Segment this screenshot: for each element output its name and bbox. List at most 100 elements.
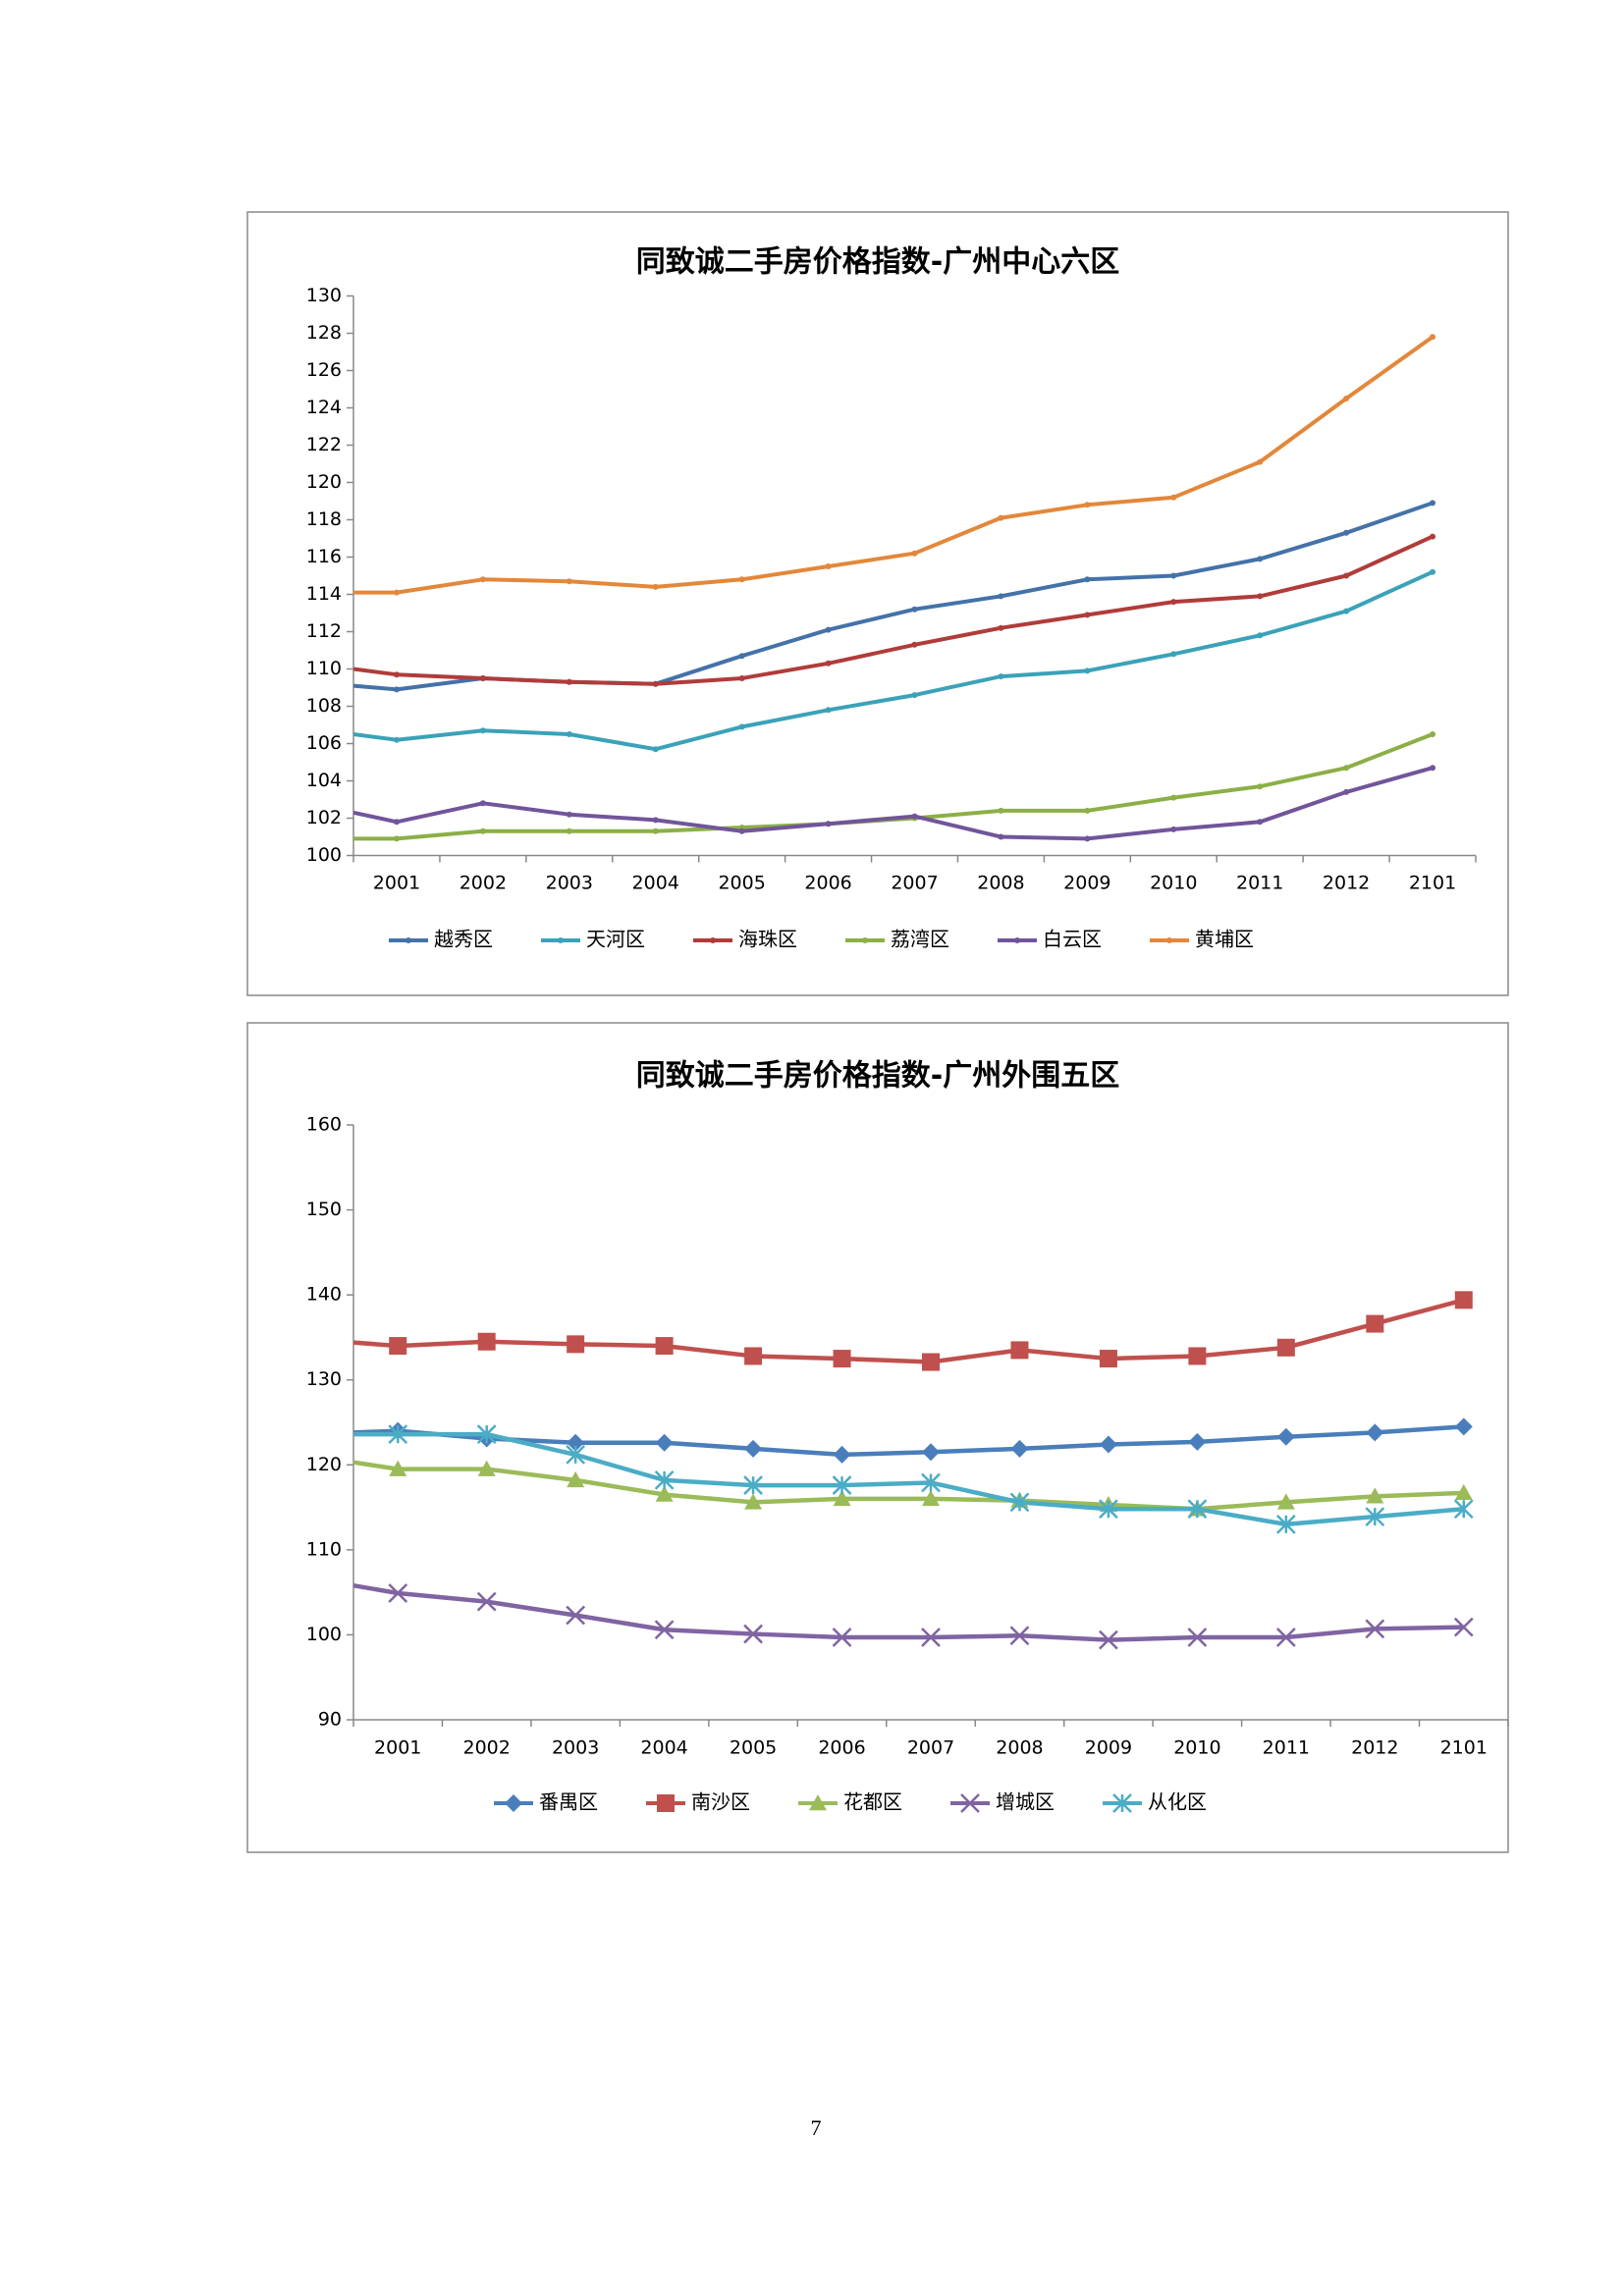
y-tick-label: 116 xyxy=(306,546,342,567)
y-tick-label: 90 xyxy=(318,1709,342,1731)
marker xyxy=(833,1350,851,1368)
marker xyxy=(1099,1629,1118,1650)
marker xyxy=(738,723,745,730)
marker xyxy=(1365,1507,1385,1526)
marker xyxy=(738,828,745,834)
marker xyxy=(1084,612,1091,618)
marker xyxy=(1343,529,1350,536)
legend-label: 花都区 xyxy=(843,1790,902,1814)
marker xyxy=(1009,1626,1030,1646)
x-tick-label: 2003 xyxy=(552,1737,599,1759)
marker xyxy=(744,1347,763,1365)
marker xyxy=(744,1493,763,1510)
y-tick-label: 114 xyxy=(306,583,342,605)
marker xyxy=(1166,937,1172,943)
marker xyxy=(393,589,400,596)
marker xyxy=(567,1335,585,1354)
marker xyxy=(479,675,486,681)
series-line xyxy=(352,1460,1464,1512)
marker xyxy=(479,828,486,834)
marker xyxy=(1343,608,1350,614)
marker xyxy=(655,1337,674,1356)
x-tick-label: 2101 xyxy=(1440,1737,1488,1759)
y-tick-label: 122 xyxy=(306,434,342,455)
legend-label: 从化区 xyxy=(1148,1790,1207,1814)
marker xyxy=(476,1591,497,1612)
marker xyxy=(1453,1617,1474,1637)
marker xyxy=(1084,667,1091,674)
marker xyxy=(652,680,659,687)
marker xyxy=(921,1472,941,1493)
marker xyxy=(476,1424,497,1445)
marker xyxy=(388,1583,408,1603)
chart-frame xyxy=(246,1022,1509,1853)
marker xyxy=(655,1485,674,1502)
legend-label: 黄埔区 xyxy=(1195,928,1254,951)
marker xyxy=(558,937,564,943)
marker xyxy=(1084,502,1091,508)
y-tick-label: 160 xyxy=(306,1114,342,1136)
x-tick-label: 2011 xyxy=(1236,873,1283,894)
x-tick-label: 2009 xyxy=(1085,1737,1132,1759)
marker xyxy=(743,1475,763,1495)
marker xyxy=(1430,731,1436,737)
marker xyxy=(1170,599,1177,606)
marker xyxy=(1366,1487,1384,1504)
series-line xyxy=(352,569,1434,752)
marker xyxy=(1099,1499,1118,1520)
x-tick-label: 2005 xyxy=(718,873,765,894)
x-tick-label: 2010 xyxy=(1150,873,1197,894)
marker xyxy=(1257,458,1264,465)
marker xyxy=(1112,1793,1132,1813)
marker xyxy=(911,813,918,820)
legend-label: 南沙区 xyxy=(691,1790,750,1814)
marker xyxy=(922,1353,940,1371)
marker xyxy=(1366,1314,1384,1333)
marker xyxy=(832,1475,852,1495)
marker xyxy=(1187,1499,1208,1520)
marker xyxy=(738,675,745,681)
marker xyxy=(1276,1338,1295,1357)
series-line xyxy=(353,1431,1464,1527)
x-tick-label: 2004 xyxy=(632,873,679,894)
marker xyxy=(832,1628,852,1647)
marker xyxy=(567,1470,585,1488)
marker xyxy=(710,937,716,943)
marker xyxy=(1257,783,1264,790)
marker xyxy=(1257,632,1264,639)
marker xyxy=(479,800,486,807)
x-tick-label: 2010 xyxy=(1173,1737,1220,1759)
series-line xyxy=(352,766,1434,841)
x-tick-label: 2002 xyxy=(460,873,507,894)
y-tick-label: 100 xyxy=(306,844,342,866)
marker xyxy=(1170,494,1177,501)
y-tick-label: 110 xyxy=(306,1538,342,1560)
marker xyxy=(657,1794,675,1812)
x-tick-label: 2004 xyxy=(640,1737,687,1759)
marker xyxy=(1010,1341,1029,1360)
marker xyxy=(1170,794,1177,801)
marker xyxy=(566,1445,586,1465)
marker xyxy=(1454,1291,1473,1309)
y-tick-label: 102 xyxy=(306,807,342,828)
x-tick-label: 2002 xyxy=(463,1737,511,1759)
marker xyxy=(1257,819,1264,826)
marker xyxy=(655,1433,674,1452)
x-tick-label: 2008 xyxy=(996,1737,1043,1759)
marker xyxy=(393,835,400,842)
x-tick-label: 2012 xyxy=(1323,873,1370,894)
marker xyxy=(1084,807,1091,814)
marker xyxy=(1275,1515,1296,1534)
marker xyxy=(479,576,486,583)
y-tick-label: 118 xyxy=(306,508,342,530)
marker xyxy=(1188,1432,1207,1451)
marker xyxy=(825,707,832,714)
marker xyxy=(566,578,572,585)
marker xyxy=(1084,835,1091,842)
marker xyxy=(1343,396,1350,401)
marker xyxy=(1010,1439,1029,1458)
marker xyxy=(1275,1628,1296,1647)
marker xyxy=(738,576,745,583)
marker xyxy=(1453,1499,1474,1520)
